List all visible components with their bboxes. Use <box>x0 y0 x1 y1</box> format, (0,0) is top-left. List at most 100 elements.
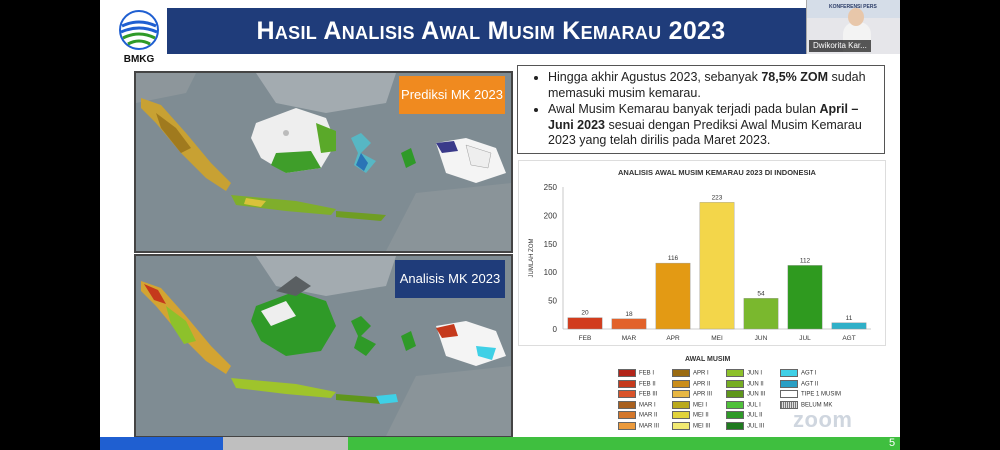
legend-swatch <box>672 379 690 388</box>
legend-item: FEB II <box>618 379 656 388</box>
logo-label: BMKG <box>123 54 155 65</box>
legend-label: JUN III <box>747 391 766 398</box>
legend-label: TIPE 1 MUSIM <box>801 391 842 398</box>
map-label-prediksi: Prediksi MK 2023 <box>399 76 505 114</box>
data-label-feb: 20 <box>581 310 589 317</box>
legend-label: MAR I <box>639 402 656 409</box>
legend-label: FEB II <box>639 381 656 388</box>
legend-label: JUN II <box>747 381 764 388</box>
legend-item: JUL III <box>726 421 765 430</box>
legend-swatch <box>726 379 744 388</box>
participant-name: Dwikorita Kar... <box>809 40 871 52</box>
legend-label: MEI III <box>693 423 711 430</box>
legend-item: JUL I <box>726 400 761 409</box>
x-tick-label-mar: MAR <box>622 335 637 342</box>
x-tick-label-jun: JUN <box>755 335 768 342</box>
legend-item: AGT II <box>780 379 819 388</box>
legend-label: AGT I <box>801 370 817 377</box>
legend-item: JUN III <box>726 390 765 398</box>
legend-label: JUL III <box>747 423 765 430</box>
footer-bar-gray <box>223 437 348 450</box>
summary-bullets: Hingga akhir Agustus 2023, sebanyak 78,5… <box>517 65 885 154</box>
y-tick-label: 150 <box>544 240 558 249</box>
legend-item: AGT I <box>780 369 817 377</box>
legend-swatch <box>780 369 798 377</box>
legend-item: MAR III <box>618 421 660 430</box>
legend-swatch <box>726 369 744 377</box>
bar-mar <box>611 318 647 330</box>
legend-title: AWAL MUSIM <box>685 356 731 363</box>
legend-swatch <box>618 400 636 409</box>
bar-jun <box>743 298 779 330</box>
bar-apr <box>655 262 691 330</box>
kalimantan-shape <box>251 108 336 173</box>
legend-item: TIPE 1 MUSIM <box>780 390 841 398</box>
bar-agt <box>831 322 867 330</box>
legend-label: APR II <box>693 381 711 388</box>
page-number: 5 <box>888 437 896 449</box>
legend-swatch <box>726 421 744 430</box>
data-label-jun: 54 <box>757 290 765 297</box>
legend-item: MEI I <box>672 400 708 409</box>
legend-swatch <box>780 390 798 398</box>
legend-label: FEB I <box>639 370 655 377</box>
legend-label: JUL II <box>747 412 763 419</box>
bullet-item-2: Awal Musim Kemarau banyak terjadi pada b… <box>548 102 878 149</box>
legend-label: APR III <box>693 391 713 398</box>
webcam-thumbnail[interactable]: KONFERENSI PERS Dwikorita Kar... <box>806 0 900 54</box>
y-tick-label: 50 <box>548 297 557 306</box>
footer-bar-green <box>348 437 900 450</box>
legend-swatch <box>780 379 798 388</box>
legend-item: APR II <box>672 379 711 388</box>
legend-swatch <box>780 400 798 409</box>
legend-item: BELUM MK <box>780 400 833 409</box>
legend-label: AGT II <box>801 381 819 388</box>
legend-swatch <box>726 411 744 419</box>
legend-swatch <box>672 369 690 377</box>
speaker-face <box>848 8 864 26</box>
bullet-item-1: Hingga akhir Agustus 2023, sebanyak 78,5… <box>548 70 878 101</box>
legend-swatch <box>618 379 636 388</box>
data-label-apr: 116 <box>668 255 679 262</box>
legend-swatch <box>672 421 690 430</box>
legend-swatch <box>618 421 636 430</box>
legend-item: MAR I <box>618 400 656 409</box>
slide-title: Hasil Analisis Awal Musim Kemarau 2023 <box>167 8 815 54</box>
legend-item: MEI II <box>672 411 709 419</box>
legend-label: MEI II <box>693 412 709 419</box>
bar-chart: ANALISIS AWAL MUSIM KEMARAU 2023 DI INDO… <box>529 168 871 342</box>
zoom-watermark: zoom <box>793 407 853 432</box>
legend-label: MEI I <box>693 402 708 409</box>
legend-swatch <box>672 411 690 419</box>
legend-item: MAR II <box>618 411 657 419</box>
map-analisis: Analisis MK 2023 <box>134 254 513 438</box>
legend-label: BELUM MK <box>801 402 833 409</box>
data-label-mei: 223 <box>712 194 723 201</box>
footer-bar-blue <box>100 437 223 450</box>
y-tick-label: 0 <box>553 325 558 334</box>
legend-item: APR III <box>672 390 712 398</box>
legend-swatch <box>618 411 636 419</box>
presentation-slide: BMKG Hasil Analisis Awal Musim Kemarau 2… <box>100 0 900 450</box>
bar-mei <box>699 202 735 330</box>
java-shape <box>231 378 336 398</box>
data-label-mar: 18 <box>625 311 633 318</box>
bar-jul <box>787 265 823 330</box>
legend-label: JUL I <box>747 402 761 409</box>
legend-label: MAR II <box>639 412 658 419</box>
legend-label: MAR III <box>639 423 660 430</box>
x-tick-label-agt: AGT <box>842 335 855 342</box>
bmkg-logo: BMKG <box>114 8 164 68</box>
legend-item: JUL II <box>726 411 762 419</box>
legend-swatch <box>618 369 636 377</box>
legend-label: FEB III <box>639 391 658 398</box>
y-tick-label: 250 <box>544 183 558 192</box>
x-tick-label-jul: JUL <box>799 335 811 342</box>
data-label-agt: 11 <box>846 315 853 322</box>
y-tick-label: 200 <box>544 211 558 220</box>
legend-label: JUN I <box>747 370 762 377</box>
data-label-jul: 112 <box>800 257 811 264</box>
x-tick-label-mei: MEI <box>711 335 723 342</box>
bar-feb <box>567 317 603 330</box>
legend-item: APR I <box>672 369 709 377</box>
